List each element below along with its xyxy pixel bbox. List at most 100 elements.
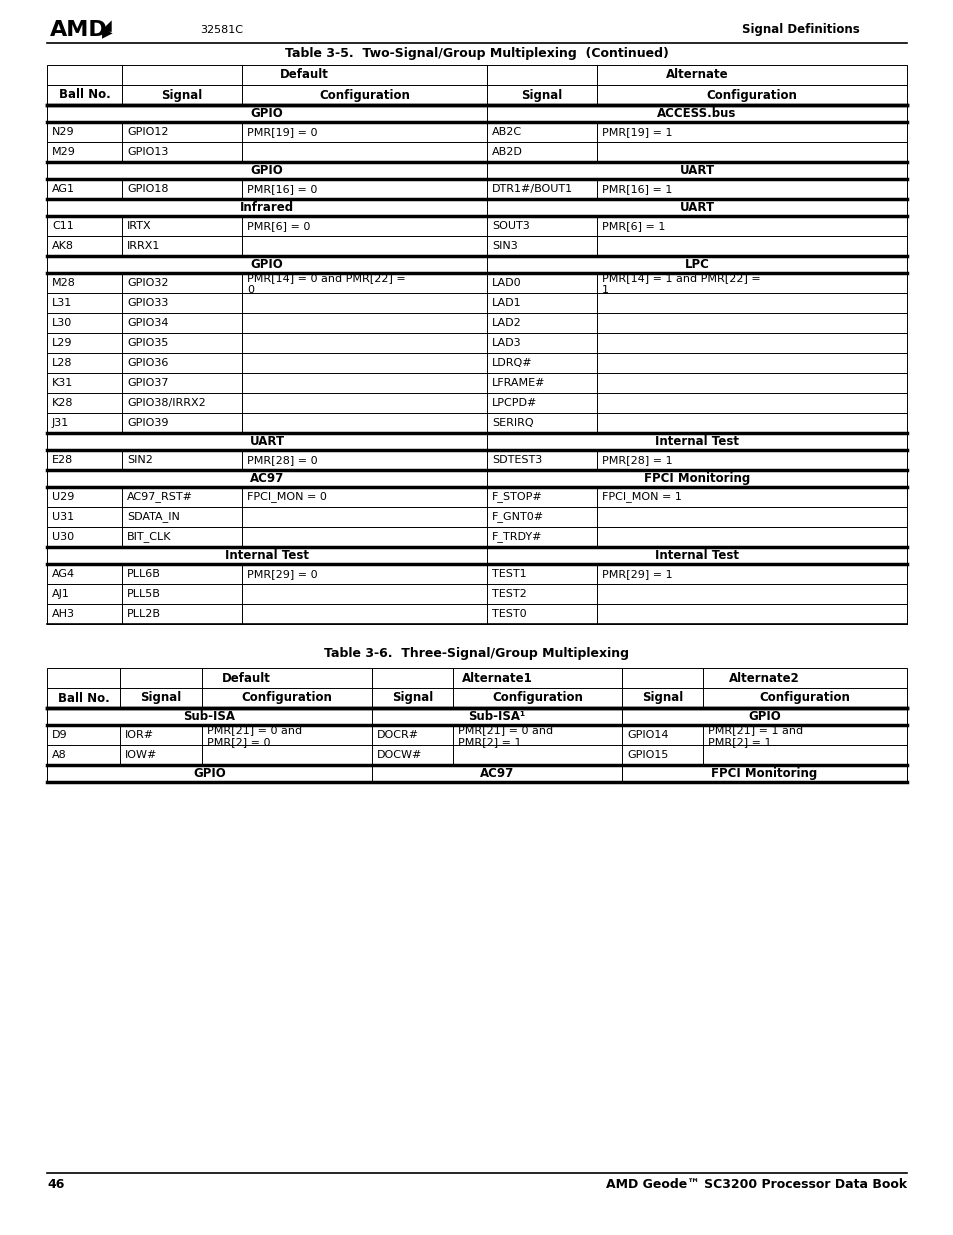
Text: U30: U30 bbox=[52, 532, 74, 542]
Text: SERIRQ: SERIRQ bbox=[492, 417, 533, 429]
Bar bbox=[47, 708, 906, 725]
Text: PMR[14] = 1 and PMR[22] =: PMR[14] = 1 and PMR[22] = bbox=[601, 273, 760, 283]
Text: PMR[21] = 0 and: PMR[21] = 0 and bbox=[457, 725, 553, 735]
Text: Signal: Signal bbox=[392, 692, 433, 704]
Bar bbox=[47, 199, 906, 216]
Text: 46: 46 bbox=[47, 1178, 64, 1192]
Bar bbox=[47, 256, 906, 273]
Text: PMR[28] = 0: PMR[28] = 0 bbox=[247, 454, 317, 466]
Text: ▶: ▶ bbox=[102, 25, 112, 40]
Text: Alternate: Alternate bbox=[665, 68, 727, 82]
Bar bbox=[47, 527, 906, 547]
Text: Table 3-6.  Three-Signal/Group Multiplexing: Table 3-6. Three-Signal/Group Multiplexi… bbox=[324, 647, 629, 661]
Text: PLL6B: PLL6B bbox=[127, 569, 161, 579]
Text: AC97_RST#: AC97_RST# bbox=[127, 492, 193, 503]
Text: LAD2: LAD2 bbox=[492, 317, 521, 329]
Text: L28: L28 bbox=[52, 358, 72, 368]
Text: Sub-ISA: Sub-ISA bbox=[183, 710, 235, 722]
Text: Default: Default bbox=[280, 68, 329, 82]
Text: L30: L30 bbox=[52, 317, 72, 329]
Text: SDATA_IN: SDATA_IN bbox=[127, 511, 180, 522]
Text: Sub-ISA¹: Sub-ISA¹ bbox=[468, 710, 525, 722]
Text: F_GNT0#: F_GNT0# bbox=[492, 511, 543, 522]
Text: IRTX: IRTX bbox=[127, 221, 152, 231]
Text: GPIO15: GPIO15 bbox=[626, 750, 668, 760]
Bar bbox=[47, 764, 906, 782]
Bar bbox=[47, 65, 906, 105]
Text: U31: U31 bbox=[52, 513, 74, 522]
Text: UART: UART bbox=[249, 435, 284, 448]
Text: PMR[2] = 0: PMR[2] = 0 bbox=[207, 737, 271, 747]
Text: IOW#: IOW# bbox=[125, 750, 157, 760]
Text: C11: C11 bbox=[52, 221, 73, 231]
Text: AC97: AC97 bbox=[479, 767, 514, 781]
Text: PMR[2] = 1: PMR[2] = 1 bbox=[707, 737, 771, 747]
Bar bbox=[47, 725, 906, 764]
Text: AB2C: AB2C bbox=[492, 127, 521, 137]
Text: Alternate2: Alternate2 bbox=[728, 672, 799, 684]
Text: AMD: AMD bbox=[50, 20, 108, 40]
Bar bbox=[47, 450, 906, 471]
Text: SDTEST3: SDTEST3 bbox=[492, 454, 541, 466]
Text: Configuration: Configuration bbox=[241, 692, 332, 704]
Bar bbox=[47, 471, 906, 487]
Text: M29: M29 bbox=[52, 147, 76, 157]
Text: PMR[28] = 1: PMR[28] = 1 bbox=[601, 454, 672, 466]
Bar bbox=[47, 162, 906, 179]
Text: GPIO: GPIO bbox=[193, 767, 226, 781]
Text: PMR[21] = 0 and: PMR[21] = 0 and bbox=[207, 725, 302, 735]
Bar bbox=[47, 668, 906, 708]
Bar bbox=[47, 487, 906, 508]
Bar bbox=[47, 236, 906, 256]
Text: GPIO33: GPIO33 bbox=[127, 298, 168, 308]
Text: GPIO: GPIO bbox=[251, 164, 283, 177]
Text: GPIO39: GPIO39 bbox=[127, 417, 169, 429]
Text: ◢: ◢ bbox=[100, 19, 112, 33]
Text: Signal: Signal bbox=[521, 89, 562, 101]
Text: F_TRDY#: F_TRDY# bbox=[492, 531, 542, 542]
Text: Configuration: Configuration bbox=[492, 692, 582, 704]
Text: PLL5B: PLL5B bbox=[127, 589, 161, 599]
Text: GPIO38/IRRX2: GPIO38/IRRX2 bbox=[127, 398, 206, 408]
Text: F_STOP#: F_STOP# bbox=[492, 492, 542, 503]
Text: PLL2B: PLL2B bbox=[127, 609, 161, 619]
Text: GPIO32: GPIO32 bbox=[127, 278, 169, 288]
Text: AJ1: AJ1 bbox=[52, 589, 70, 599]
Text: E28: E28 bbox=[52, 454, 73, 466]
Text: AB2D: AB2D bbox=[492, 147, 522, 157]
Text: PMR[21] = 1 and: PMR[21] = 1 and bbox=[707, 725, 802, 735]
Bar bbox=[47, 564, 906, 584]
Text: AG4: AG4 bbox=[52, 569, 75, 579]
Text: K31: K31 bbox=[52, 378, 73, 388]
Text: GPIO34: GPIO34 bbox=[127, 317, 169, 329]
Text: GPIO12: GPIO12 bbox=[127, 127, 169, 137]
Text: U29: U29 bbox=[52, 492, 74, 501]
Text: Signal Definitions: Signal Definitions bbox=[741, 23, 859, 37]
Bar bbox=[47, 273, 906, 433]
Text: GPIO: GPIO bbox=[251, 107, 283, 120]
Text: Alternate1: Alternate1 bbox=[461, 672, 532, 684]
Text: Configuration: Configuration bbox=[759, 692, 849, 704]
Text: UART: UART bbox=[679, 201, 714, 214]
Bar bbox=[47, 142, 906, 162]
Bar bbox=[47, 216, 906, 236]
Text: GPIO18: GPIO18 bbox=[127, 184, 169, 194]
Text: SIN3: SIN3 bbox=[492, 241, 517, 251]
Text: Internal Test: Internal Test bbox=[225, 550, 309, 562]
Text: A8: A8 bbox=[52, 750, 67, 760]
Text: PMR[29] = 0: PMR[29] = 0 bbox=[247, 569, 317, 579]
Text: N29: N29 bbox=[52, 127, 74, 137]
Text: GPIO: GPIO bbox=[747, 710, 781, 722]
Bar bbox=[47, 584, 906, 604]
Text: LAD1: LAD1 bbox=[492, 298, 521, 308]
Text: SIN2: SIN2 bbox=[127, 454, 152, 466]
Bar bbox=[47, 105, 906, 122]
Text: LAD0: LAD0 bbox=[492, 278, 521, 288]
Text: DOCR#: DOCR# bbox=[376, 730, 418, 740]
Text: TEST0: TEST0 bbox=[492, 609, 526, 619]
Text: AMD Geode™ SC3200 Processor Data Book: AMD Geode™ SC3200 Processor Data Book bbox=[605, 1178, 906, 1192]
Text: SOUT3: SOUT3 bbox=[492, 221, 529, 231]
Text: PMR[19] = 0: PMR[19] = 0 bbox=[247, 127, 317, 137]
Text: Ball No.: Ball No. bbox=[57, 692, 110, 704]
Text: LPCPD#: LPCPD# bbox=[492, 398, 537, 408]
